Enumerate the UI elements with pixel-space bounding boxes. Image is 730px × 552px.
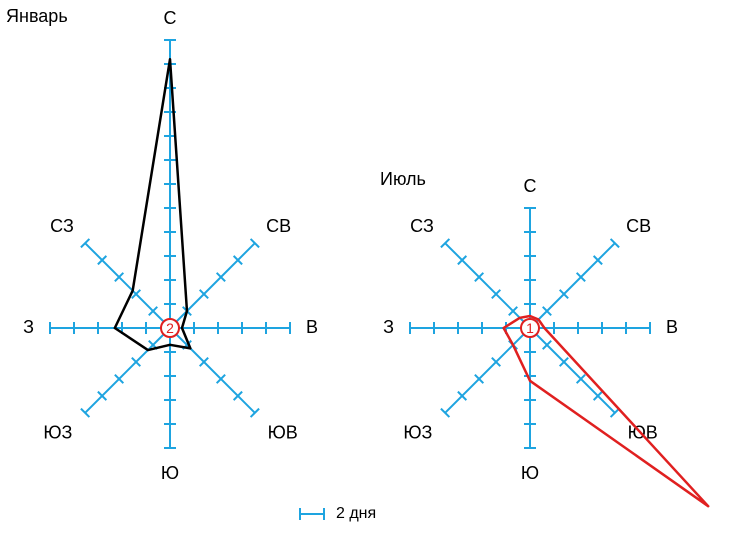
rose-title: Январь xyxy=(6,6,68,26)
direction-label: Ю xyxy=(521,463,539,483)
axis-ЮВ xyxy=(530,328,615,413)
direction-label: ЮВ xyxy=(628,422,658,442)
direction-label: Ю xyxy=(161,463,179,483)
center-marker-label: 2 xyxy=(166,320,174,336)
direction-label: С xyxy=(524,176,537,196)
direction-label: СВ xyxy=(626,216,651,236)
direction-label: В xyxy=(666,317,678,337)
legend: 2 дня xyxy=(300,505,376,522)
direction-label: ЮВ xyxy=(268,422,298,442)
rose-polygon xyxy=(115,59,191,350)
axis-ЮЗ xyxy=(85,328,170,413)
axis-ЮВ xyxy=(170,328,255,413)
axis-СВ xyxy=(530,243,615,328)
wind-rose: С СВ В ЮВ Ю ЮЗ З СЗ 2 Январь xyxy=(6,6,318,483)
wind-rose: С СВ В ЮВ Ю ЮЗ З СЗ 1 Июль xyxy=(380,169,708,506)
wind-rose-diagram: С СВ В ЮВ Ю ЮЗ З СЗ 2 Январь С СВ В ЮВ Ю ЮЗ З СЗ 1 Июль 2 дн… xyxy=(0,0,730,552)
direction-label: ЮЗ xyxy=(403,422,432,442)
direction-label: С xyxy=(164,8,177,28)
direction-label: З xyxy=(23,317,34,337)
axis-СЗ xyxy=(85,243,170,328)
direction-label: СЗ xyxy=(410,216,434,236)
center-marker-label: 1 xyxy=(526,320,534,336)
legend-label: 2 дня xyxy=(336,505,376,522)
direction-label: В xyxy=(306,317,318,337)
direction-label: СЗ xyxy=(50,216,74,236)
direction-label: СВ xyxy=(266,216,291,236)
direction-label: З xyxy=(383,317,394,337)
axis-СЗ xyxy=(445,243,530,328)
axis-ЮЗ xyxy=(445,328,530,413)
direction-label: ЮЗ xyxy=(43,422,72,442)
rose-title: Июль xyxy=(380,169,426,189)
